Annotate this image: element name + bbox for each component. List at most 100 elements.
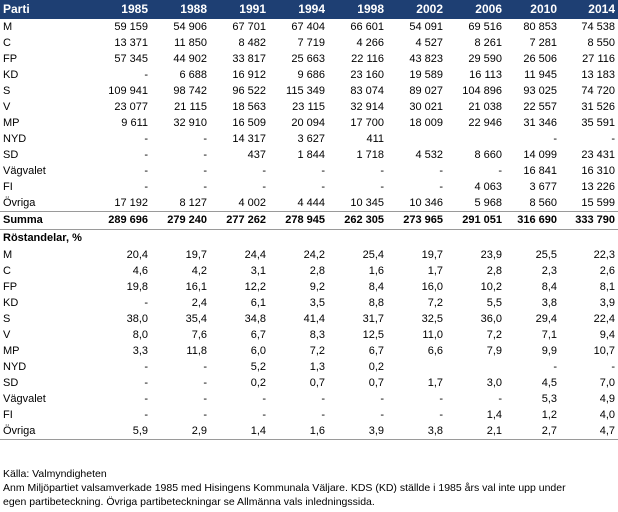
vote-count-cell: 98 742 <box>173 85 207 97</box>
share-percent-cell: 9,9 <box>541 345 557 357</box>
share-percent-cell: - <box>262 393 266 405</box>
vote-count-cell: - <box>203 133 207 145</box>
share-percent-cell: 6,7 <box>250 329 266 341</box>
share-percent-cell: - <box>262 409 266 421</box>
vote-count-cell: 4 002 <box>238 197 266 209</box>
vote-count-cell: 9 686 <box>297 69 325 81</box>
share-row: SD - - 0,2 0,7 0,7 1,7 3,0 4,5 7,0 <box>0 375 618 391</box>
votes-section: M 59 159 54 906 67 701 67 404 66 601 54 091 69 … <box>0 19 618 212</box>
vote-count-cell: - <box>611 133 615 145</box>
vote-count-cell: 437 <box>247 149 266 161</box>
remark-line-2: egen partibeteckning. Övriga partibeteck… <box>3 496 375 508</box>
share-percent-cell: 9,2 <box>309 281 325 293</box>
votes-row: V 23 077 21 115 18 563 23 115 32 914 30 021 21 … <box>0 99 618 115</box>
share-percent-cell: 25,4 <box>362 249 384 261</box>
vote-count-cell: - <box>553 133 557 145</box>
vote-count-cell <box>387 131 446 147</box>
party-label: FI <box>3 409 13 421</box>
vote-count-cell: 8 660 <box>474 149 502 161</box>
vote-count-cell: 54 906 <box>173 21 207 33</box>
vote-count-cell: 67 404 <box>291 21 325 33</box>
year-header: 1994 <box>269 0 328 19</box>
party-label: SD <box>3 149 19 161</box>
party-label: MP <box>3 345 20 357</box>
vote-count-cell: 8 560 <box>529 197 557 209</box>
share-percent-cell: - <box>203 393 207 405</box>
share-row: Övriga 5,9 2,9 1,4 1,6 3,9 3,8 2,1 2,7 4,7 <box>0 423 618 440</box>
votes-row: KD - 6 688 16 912 9 686 23 160 19 589 16 113 11 … <box>0 67 618 83</box>
vote-count-cell: 23 077 <box>114 101 148 113</box>
vote-count-cell: 59 159 <box>114 21 148 33</box>
share-percent-cell: 7,6 <box>191 329 207 341</box>
party-label: MP <box>3 117 20 129</box>
party-label: Vägvalet <box>3 393 46 405</box>
vote-count-cell: 31 346 <box>523 117 557 129</box>
vote-count-cell: - <box>144 181 148 193</box>
party-label: S <box>3 85 11 97</box>
share-percent-cell: 7,0 <box>599 377 615 389</box>
year-header: 1991 <box>210 0 269 19</box>
share-percent-cell: 2,7 <box>505 423 560 440</box>
party-column-header: Parti <box>0 0 84 19</box>
vote-count-cell: 18 009 <box>409 117 443 129</box>
votes-row: M 59 159 54 906 67 701 67 404 66 601 54 091 69 … <box>0 19 618 35</box>
vote-count-cell: 10 346 <box>409 197 443 209</box>
summa-section: Summa 289 696 279 240 277 262 278 945 26… <box>0 211 618 247</box>
share-percent-cell: 20,4 <box>126 249 148 261</box>
vote-count-cell: 44 902 <box>173 53 207 65</box>
vote-count-cell: - <box>144 165 148 177</box>
vote-count-cell: 89 027 <box>409 85 443 97</box>
vote-count-cell: 29 590 <box>468 53 502 65</box>
vote-count-cell: 27 116 <box>582 53 615 65</box>
share-percent-cell: 16,1 <box>185 281 207 293</box>
vote-count-cell: 16 310 <box>581 165 615 177</box>
share-percent-cell: - <box>203 377 207 389</box>
vote-count-cell: 32 910 <box>173 117 207 129</box>
vote-count-cell: - <box>262 181 266 193</box>
vote-count-cell: - <box>203 165 207 177</box>
vote-count-cell: 11 945 <box>524 69 557 81</box>
share-percent-cell: - <box>498 393 502 405</box>
share-row: M 20,4 19,7 24,4 24,2 25,4 19,7 23,9 25,5 22,3 <box>0 247 618 263</box>
share-percent-cell: - <box>321 409 325 421</box>
party-label: NYD <box>3 361 27 373</box>
vote-count-cell: 109 941 <box>108 85 148 97</box>
share-percent-cell: 3,0 <box>486 377 502 389</box>
votes-row: S 109 941 98 742 96 522 115 349 83 074 89 027 1… <box>0 83 618 99</box>
vote-count-cell: 8 482 <box>238 37 266 49</box>
summa-row: Summa 289 696 279 240 277 262 278 945 26… <box>0 211 618 230</box>
share-percent-cell: 22,3 <box>593 249 615 261</box>
vote-count-cell: 54 091 <box>409 21 443 33</box>
share-percent-cell: 0,2 <box>250 377 266 389</box>
vote-count-cell: 21 115 <box>174 101 207 113</box>
vote-count-cell: - <box>144 149 148 161</box>
share-percent-cell: 12,5 <box>362 329 384 341</box>
share-percent-cell <box>387 359 446 375</box>
share-percent-cell: - <box>203 361 207 373</box>
vote-count-cell: 25 663 <box>291 53 325 65</box>
year-header: 2002 <box>387 0 446 19</box>
vote-count-cell: 32 914 <box>350 101 384 113</box>
vote-count-cell: 22 116 <box>351 53 384 65</box>
vote-count-cell: 7 719 <box>297 37 325 49</box>
share-percent-cell: 7,2 <box>309 345 325 357</box>
share-percent-cell: 4,7 <box>560 423 618 440</box>
summa-cell: 316 690 <box>505 211 560 230</box>
share-row: MP 3,3 11,8 6,0 7,2 6,7 6,6 7,9 9,9 10,7 <box>0 343 618 359</box>
share-row: NYD - - 5,2 1,3 0,2 - - <box>0 359 618 375</box>
summa-cell: 333 790 <box>560 211 618 230</box>
share-percent-cell: - <box>144 297 148 309</box>
party-label: S <box>3 313 11 325</box>
share-percent-cell: 3,8 <box>387 423 446 440</box>
vote-count-cell: 69 516 <box>468 21 502 33</box>
vote-count-cell: 23 160 <box>350 69 384 81</box>
vote-count-cell: 11 850 <box>174 37 207 49</box>
party-label: C <box>3 37 11 49</box>
votes-row: MP 9 611 32 910 16 509 20 094 17 700 18 009 22 … <box>0 115 618 131</box>
party-label: Övriga <box>0 423 84 440</box>
year-header: 2006 <box>446 0 505 19</box>
summa-cell: 279 240 <box>151 211 210 230</box>
vote-count-cell: 115 349 <box>286 85 325 97</box>
share-percent-cell: 3,3 <box>132 345 148 357</box>
share-percent-cell: 2,3 <box>541 265 557 277</box>
